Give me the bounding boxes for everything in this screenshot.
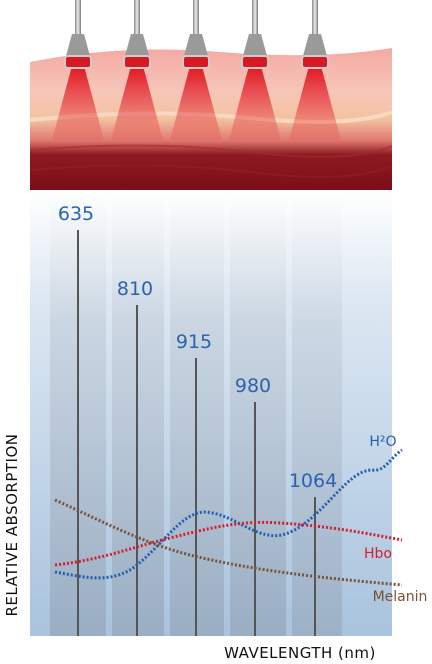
curves: [54, 448, 403, 587]
laser-tip: [241, 55, 269, 69]
lasers: [52, 0, 341, 140]
laser-head: [303, 34, 327, 56]
laser-rod: [193, 0, 199, 36]
laser-beam: [229, 66, 281, 140]
laser-beam: [289, 66, 341, 140]
wavelength-label: 810: [117, 278, 153, 300]
curve-label: Hbo: [364, 546, 392, 562]
laser-head: [243, 34, 267, 56]
laser-tip: [123, 55, 151, 69]
wavelength-label: 980: [235, 375, 271, 397]
curve-h2o: [54, 448, 403, 580]
curve-label: Melanin: [373, 589, 428, 605]
wavelength-lines: 635 810 915 980 1064: [58, 203, 337, 636]
wavelength-label: 915: [176, 331, 212, 353]
laser-rod: [134, 0, 140, 36]
wavelength-label: 635: [58, 203, 94, 225]
laser-rod: [312, 0, 318, 36]
curve-hbo: [54, 520, 403, 567]
laser-head: [125, 34, 149, 56]
laser-beam: [111, 66, 163, 140]
laser-head: [66, 34, 90, 56]
laser-beam: [170, 66, 222, 140]
laser-tip: [64, 55, 92, 69]
wavelength-label: 1064: [289, 470, 337, 492]
laser-tip: [182, 55, 210, 69]
x-axis-label: WAVELENGTH (nm): [224, 644, 376, 662]
y-axis-label: RELATIVE ABSORPTION: [3, 434, 21, 617]
laser-rod: [252, 0, 258, 36]
chart-background: [30, 190, 392, 636]
laser-rod: [75, 0, 81, 36]
laser-tip: [301, 55, 329, 69]
curve-label: H²O: [369, 434, 396, 450]
curve-melanin: [54, 498, 403, 587]
laser-beam: [52, 66, 104, 140]
laser-head: [184, 34, 208, 56]
